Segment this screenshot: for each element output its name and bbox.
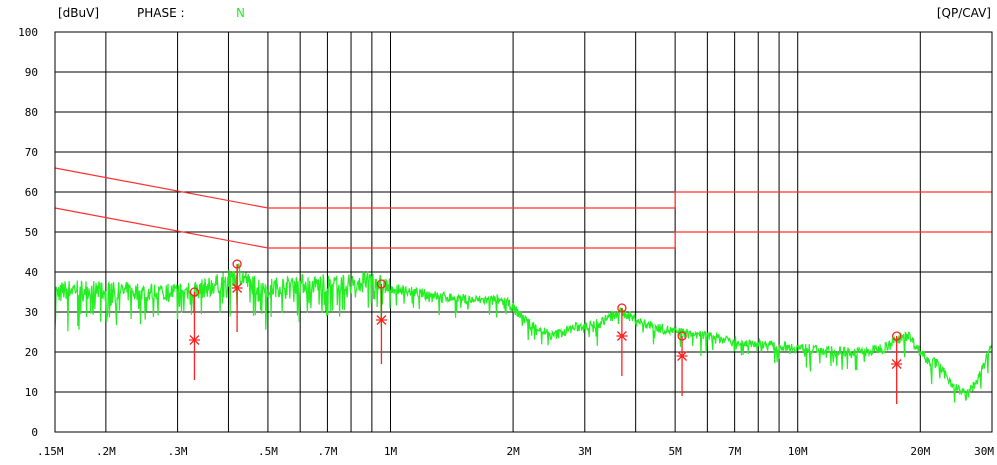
y-tick-label: 40 [25, 266, 38, 279]
qp-marker [376, 279, 387, 289]
phase-value: N [236, 6, 245, 20]
y-tick-label: 30 [25, 306, 38, 319]
y-tick-label: 0 [31, 426, 38, 439]
markers [188, 259, 903, 404]
av-marker [616, 331, 628, 341]
x-tick-label: 30M [974, 445, 994, 458]
x-tick-label: .15M [37, 445, 64, 458]
y-tick-label: 90 [25, 66, 38, 79]
av-marker [891, 359, 903, 369]
x-tick-label: 10M [788, 445, 808, 458]
x-tick-label: 7M [728, 445, 742, 458]
y-tick-label: 60 [25, 186, 38, 199]
y-tick-label: 20 [25, 346, 38, 359]
x-tick-label: 20M [910, 445, 930, 458]
x-tick-label: .7M [317, 445, 337, 458]
y-tick-label: 10 [25, 386, 38, 399]
limit-line [54, 167, 992, 209]
qp-marker [232, 259, 242, 269]
limit-lines [54, 167, 992, 249]
av-marker [231, 283, 243, 293]
x-tick-label: .5M [258, 445, 278, 458]
y-tick-label: 80 [25, 106, 38, 119]
qp-marker [189, 287, 200, 297]
trace-line [54, 263, 993, 403]
x-axis-ticks: .15M .2M .3M .5M .7M 1M 2M 3M 5M 7M 10M 20M 30M [37, 445, 994, 458]
x-tick-label: .2M [96, 445, 116, 458]
detector-label: [QP/CAV] [936, 6, 991, 20]
x-tick-label: .3M [168, 445, 188, 458]
x-tick-label: 2M [506, 445, 520, 458]
unit-label: [dBuV] [58, 6, 100, 20]
phase-label: PHASE : [137, 6, 185, 20]
measurement-trace [54, 263, 993, 403]
qp-marker [617, 303, 627, 313]
av-marker [375, 315, 387, 325]
limit-line [54, 207, 992, 249]
av-marker [188, 335, 200, 345]
plot-frame [54, 31, 993, 433]
y-axis-ticks: 0 10 20 30 40 50 60 70 80 90 100 [18, 26, 38, 439]
av-marker [676, 351, 688, 361]
y-tick-label: 70 [25, 146, 38, 159]
x-tick-label: 1M [384, 445, 398, 458]
y-tick-label: 100 [18, 26, 38, 39]
x-tick-label: 3M [578, 445, 592, 458]
qp-marker [892, 331, 902, 341]
x-tick-label: 5M [669, 445, 683, 458]
qp-marker [677, 331, 687, 341]
y-tick-label: 50 [25, 226, 38, 239]
